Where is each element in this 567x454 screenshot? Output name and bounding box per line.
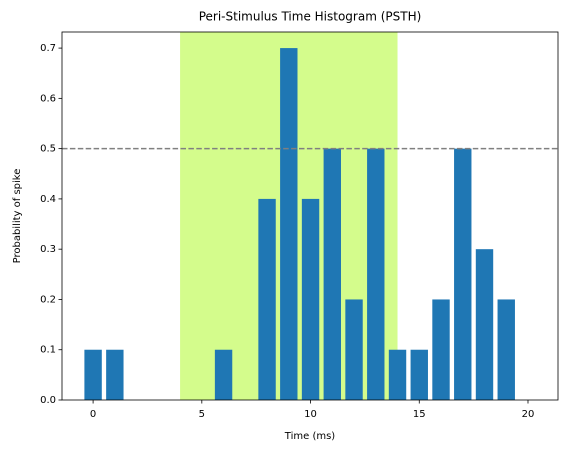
bar <box>345 299 363 400</box>
y-tick-label: 0.4 <box>40 194 56 205</box>
bar <box>323 148 341 400</box>
bar <box>475 249 494 400</box>
bar <box>410 349 428 400</box>
bar <box>258 198 276 400</box>
bar <box>84 349 102 400</box>
x-axis-label: Time (ms) <box>284 431 336 442</box>
bar <box>497 299 515 400</box>
y-tick-label: 0.6 <box>40 93 56 104</box>
y-tick-label: 0.2 <box>40 294 56 305</box>
bar <box>214 349 233 400</box>
y-tick-label: 0.7 <box>40 43 56 54</box>
bar <box>388 349 407 400</box>
bar <box>432 299 450 400</box>
x-tick-label: 15 <box>413 409 426 420</box>
x-tick-label: 10 <box>304 409 317 420</box>
y-axis-label: Probability of spike <box>12 169 23 264</box>
y-tick-label: 0.5 <box>40 144 56 155</box>
plot-frame <box>61 31 559 401</box>
y-tick-label: 0.0 <box>40 395 56 406</box>
x-tick-label: 0 <box>90 409 96 420</box>
y-tick-label: 0.1 <box>40 345 56 356</box>
bar <box>367 148 385 400</box>
y-tick-label: 0.3 <box>40 244 56 255</box>
x-tick-label: 5 <box>199 409 205 420</box>
bar <box>106 349 124 400</box>
x-tick-label: 20 <box>522 409 535 420</box>
bar <box>280 48 298 400</box>
bar <box>454 148 472 400</box>
chart-title: Peri-Stimulus Time Histogram (PSTH) <box>199 10 422 24</box>
bar <box>301 198 320 400</box>
